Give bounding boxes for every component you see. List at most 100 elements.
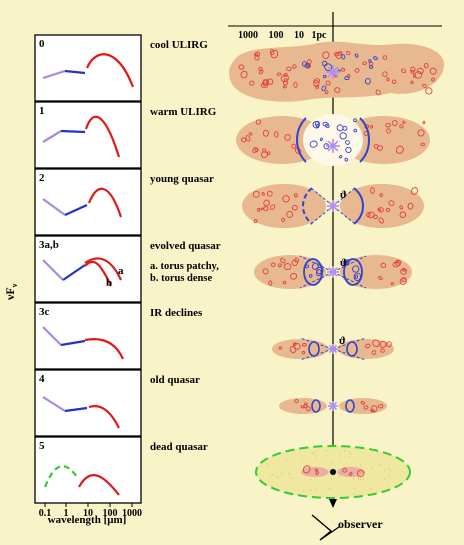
sed-curve [42, 115, 121, 158]
dust-clump [407, 202, 414, 210]
dust-clump [302, 343, 307, 347]
stage-label: old quasar [150, 374, 200, 386]
dust-clump [399, 205, 403, 210]
dust-clump [386, 341, 392, 348]
nucleus-star-icon [326, 65, 340, 79]
dust-clump [386, 128, 391, 134]
dust-clump [362, 61, 368, 66]
dust-clump [319, 137, 323, 142]
dust-clump [292, 64, 297, 69]
dust-clump [315, 84, 319, 89]
dust-clump [325, 80, 331, 86]
dust-clump [410, 80, 414, 85]
optical-segment [64, 69, 86, 75]
dust-clump [322, 51, 330, 59]
dust-clump [305, 264, 309, 269]
dust-clump [294, 257, 300, 263]
dust-clump [262, 79, 270, 86]
panel-number: 5 [39, 440, 45, 452]
dust-clump [370, 187, 375, 194]
ir-segment [84, 257, 122, 281]
dust-clump [262, 268, 269, 275]
dust-clump [380, 348, 385, 353]
blob-warm-ulirg [236, 114, 430, 166]
dust-clump [252, 190, 260, 198]
dust-clump [352, 265, 360, 273]
dust-clump [256, 207, 261, 212]
scale-label: 100 [269, 30, 284, 41]
dust-clump [282, 280, 287, 285]
dust-clump [266, 190, 273, 197]
sed-panel-0: 0 [34, 34, 142, 102]
uv-segment [42, 69, 66, 80]
dust-clump [291, 204, 298, 211]
dust-clump [240, 70, 248, 79]
dust-clump [342, 467, 347, 473]
blob-sequence: ϑ ϑ ϑ [229, 41, 445, 499]
dust-clump [378, 217, 384, 224]
dust-clump [283, 72, 288, 78]
ir-segment [84, 115, 121, 158]
dust-clump [391, 79, 397, 84]
panel-number: 3c [39, 306, 50, 318]
dust-clump [238, 64, 245, 70]
stage-label: cool ULIRG [150, 39, 208, 51]
dust-clump [262, 148, 267, 153]
dust-clump [339, 132, 347, 140]
dust-clump [293, 193, 298, 198]
ir-segment-b [84, 260, 112, 287]
dust-clump [353, 128, 358, 133]
ir-segment [84, 338, 125, 360]
stage-label: IR declines [150, 307, 203, 319]
dust-clump [365, 343, 371, 349]
dust-clump [357, 469, 365, 478]
dust-clump [293, 342, 301, 350]
dust-clump [372, 339, 380, 348]
sed-panel-3ab: 3a,b ab [34, 235, 142, 303]
dust-clump [248, 132, 253, 136]
remnant-right [337, 467, 365, 477]
dust-clump [284, 134, 291, 141]
uv-segment [42, 259, 64, 281]
dust-clump [417, 129, 425, 137]
blob-ir-declines: ϑ [272, 335, 394, 361]
dust-clump [385, 207, 391, 212]
sed-panel-5: 5 [34, 436, 142, 504]
dust-clump [282, 195, 290, 203]
observer-eye-icon [311, 514, 340, 541]
blob-young-quasar: ϑ [242, 184, 424, 228]
dust-clump [309, 140, 318, 148]
dust-clump [252, 147, 258, 153]
dust-clump [399, 124, 404, 129]
dust-clump [266, 78, 274, 85]
dust-clump [354, 274, 359, 279]
dust-clump [301, 61, 308, 67]
dust-clump [371, 350, 377, 355]
stage-label: evolved quasar [150, 240, 221, 252]
dust-clump [377, 208, 382, 212]
nucleus-star-icon [328, 401, 338, 411]
stage-note: b. torus dense [150, 273, 212, 284]
dust-clump [241, 137, 247, 143]
y-axis-label: νFν [3, 283, 19, 301]
dust-clump [340, 67, 346, 72]
dust-clump [263, 199, 270, 207]
dust-clump [422, 83, 427, 88]
sed-panel-2: 2 [34, 168, 142, 236]
dust-clump [258, 67, 263, 71]
dust-clump [420, 142, 425, 147]
dust-clump [410, 187, 419, 195]
dust-clump [395, 145, 404, 154]
dust-clump [294, 399, 299, 404]
dust-clump [281, 217, 286, 222]
dust-clump [423, 63, 429, 69]
uv-segment [42, 326, 62, 346]
dust-clump [373, 143, 379, 149]
sed-curve [42, 396, 120, 429]
dust-clump [345, 50, 351, 56]
dust-clump [276, 72, 282, 76]
dust-clump [291, 143, 297, 149]
dust-lobe-right [339, 398, 387, 414]
dust-clump [400, 268, 408, 275]
blob-evolved-quasar: ϑ [254, 255, 412, 289]
